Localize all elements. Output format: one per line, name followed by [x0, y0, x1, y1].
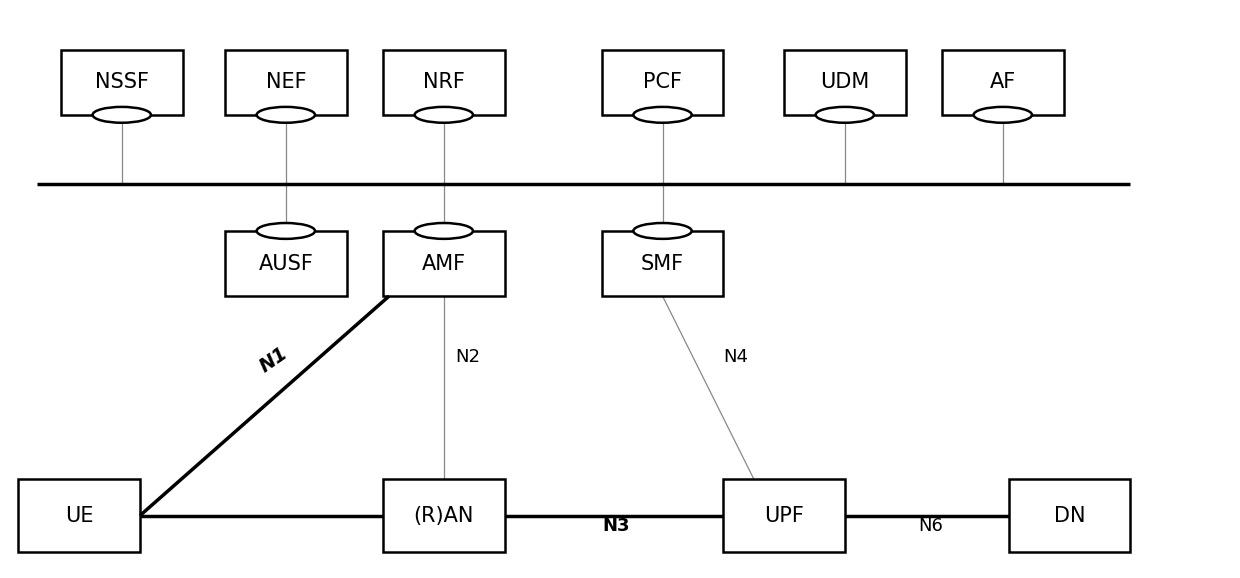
Ellipse shape: [634, 107, 692, 123]
Text: N6: N6: [919, 517, 944, 535]
Ellipse shape: [257, 223, 315, 239]
Text: AMF: AMF: [422, 254, 466, 273]
Text: N1: N1: [255, 343, 291, 376]
Ellipse shape: [973, 107, 1032, 123]
Text: NRF: NRF: [423, 72, 465, 92]
Bar: [723, 479, 844, 553]
Text: AUSF: AUSF: [258, 254, 314, 273]
Text: NSSF: NSSF: [94, 72, 149, 92]
Ellipse shape: [93, 107, 151, 123]
Bar: [942, 50, 1064, 115]
Text: SMF: SMF: [641, 254, 684, 273]
Bar: [601, 50, 723, 115]
Text: PCF: PCF: [644, 72, 682, 92]
Ellipse shape: [414, 223, 472, 239]
Ellipse shape: [816, 107, 874, 123]
Bar: [1009, 479, 1131, 553]
Ellipse shape: [257, 107, 315, 123]
Bar: [61, 50, 182, 115]
Text: AF: AF: [990, 72, 1016, 92]
Ellipse shape: [414, 107, 472, 123]
Text: UPF: UPF: [764, 506, 804, 525]
Bar: [383, 231, 505, 296]
Text: NEF: NEF: [265, 72, 306, 92]
Bar: [383, 50, 505, 115]
Text: (R)AN: (R)AN: [414, 506, 474, 525]
Bar: [224, 231, 346, 296]
Text: N2: N2: [455, 348, 481, 366]
Text: UDM: UDM: [820, 72, 869, 92]
Bar: [383, 479, 505, 553]
Text: N4: N4: [723, 348, 748, 366]
Text: N3: N3: [603, 517, 630, 535]
Ellipse shape: [634, 223, 692, 239]
Text: DN: DN: [1054, 506, 1085, 525]
Bar: [784, 50, 905, 115]
Bar: [224, 50, 346, 115]
Text: UE: UE: [64, 506, 93, 525]
Bar: [19, 479, 140, 553]
Bar: [601, 231, 723, 296]
